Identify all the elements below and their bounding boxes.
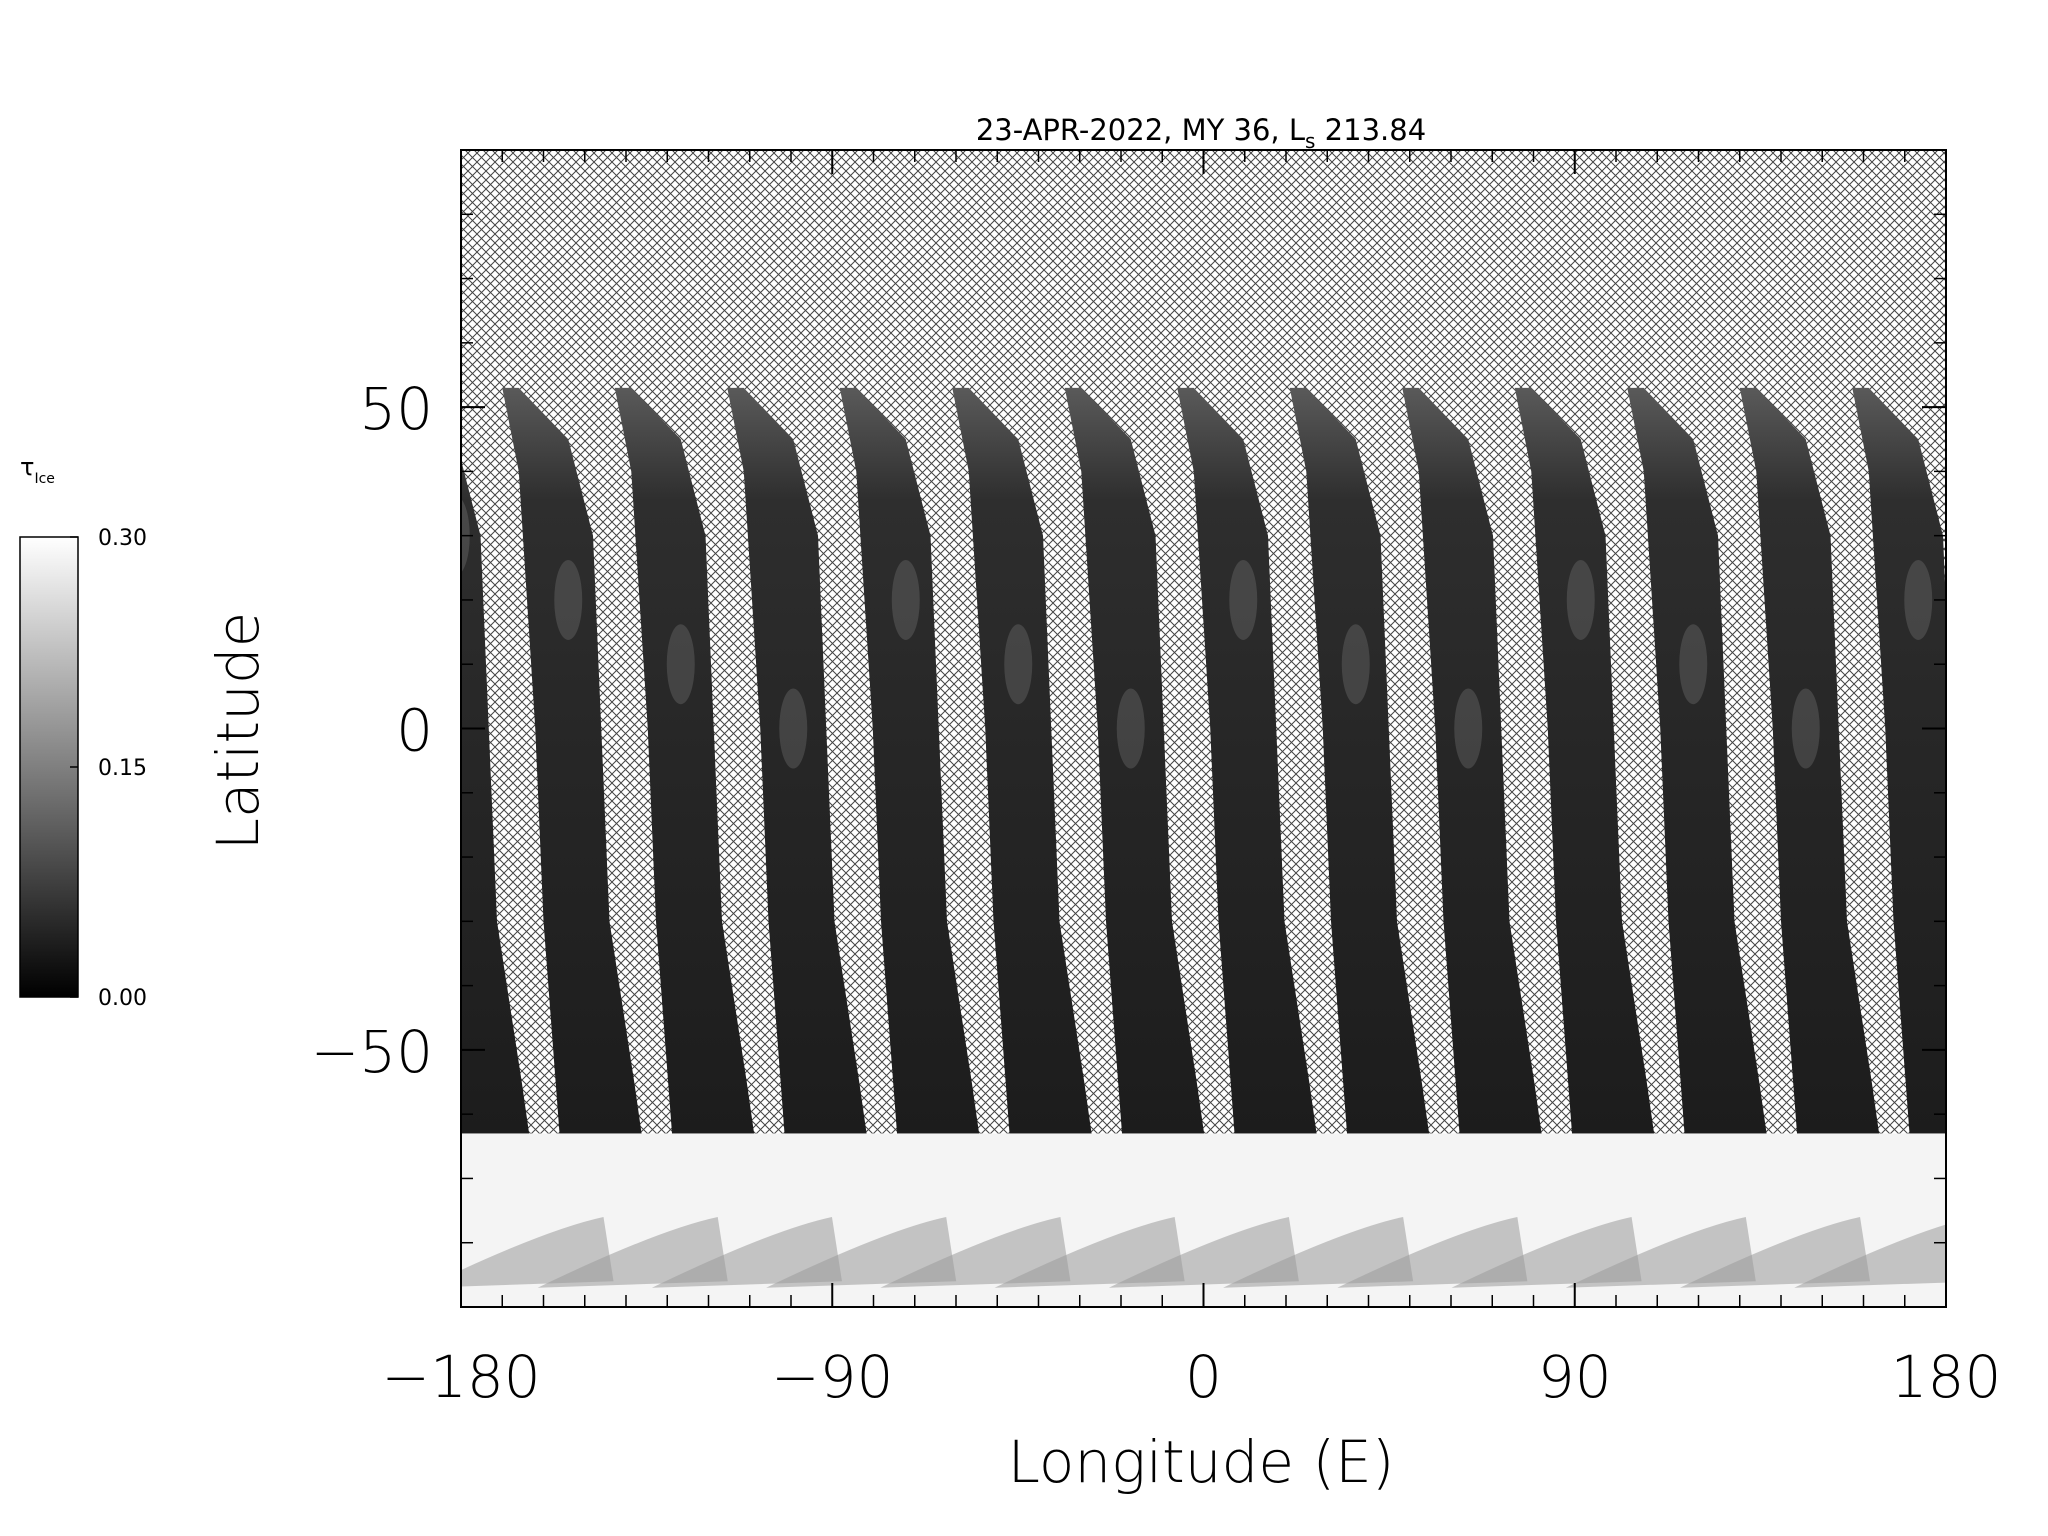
cloud — [666, 624, 695, 705]
x-axis-label: Longitude (E) — [1008, 1428, 1395, 1496]
swath — [1739, 387, 1880, 1140]
cloud — [1341, 624, 1370, 705]
cloud — [891, 559, 920, 640]
polar-streak — [651, 1217, 842, 1288]
cloud — [1116, 688, 1145, 769]
colorbar-label: τIce — [20, 453, 55, 487]
swath — [1627, 387, 1768, 1140]
swath — [1289, 387, 1430, 1140]
swath — [1514, 387, 1655, 1140]
swath — [461, 459, 530, 1140]
swath — [1852, 387, 1946, 1140]
polar-streak — [461, 1217, 614, 1287]
swath — [1402, 387, 1543, 1140]
colorbar — [19, 536, 79, 998]
cloud — [2017, 624, 2045, 704]
polar-streak — [1680, 1217, 1871, 1288]
cloud — [1229, 559, 1258, 640]
swath — [1177, 387, 1318, 1140]
colorbar-tick-label: 0.00 — [98, 986, 147, 1011]
x-tick-label: 0 — [1185, 1343, 1222, 1411]
x-tick-label: 180 — [1891, 1343, 2002, 1411]
y-tick-label: 50 — [359, 375, 433, 443]
polar-edge — [461, 1307, 1946, 1319]
cloud — [1679, 624, 1708, 705]
x-tick-label: −180 — [381, 1343, 540, 1411]
cloud — [1791, 688, 1820, 769]
cloud — [1566, 559, 1595, 640]
map-image — [461, 150, 2048, 1319]
swath — [614, 387, 755, 1140]
swath — [1064, 387, 1205, 1140]
cloud — [554, 559, 583, 640]
swath — [1965, 388, 2048, 1140]
polar-streak — [1223, 1217, 1414, 1288]
polar-streak — [994, 1217, 1185, 1288]
y-tick-label: −50 — [311, 1018, 433, 1086]
x-tick-label: −90 — [771, 1343, 893, 1411]
cloud — [779, 688, 808, 769]
y-axis-label: Latitude — [204, 612, 272, 851]
swath — [952, 387, 1093, 1140]
x-tick-label: 90 — [1538, 1343, 1612, 1411]
polar-streak — [880, 1217, 1071, 1288]
colorbar-tick-label: 0.15 — [98, 756, 147, 781]
polar-streak — [537, 1217, 728, 1288]
cloud — [1904, 559, 1933, 640]
chart-title: 23-APR-2022, MY 36, Ls 213.84 — [976, 113, 1426, 153]
y-tick-label: 0 — [396, 697, 433, 765]
polar-streak — [1794, 1224, 1946, 1288]
swath — [727, 387, 868, 1140]
polar-streak — [1565, 1217, 1756, 1288]
colorbar-tick-label: 0.30 — [98, 526, 147, 551]
polar-streak — [1108, 1217, 1299, 1288]
swath — [502, 387, 643, 1140]
polar-streak — [766, 1217, 957, 1288]
cloud — [1454, 688, 1483, 769]
polar-streak — [1451, 1217, 1642, 1288]
swath — [839, 387, 980, 1140]
cloud — [1004, 624, 1033, 705]
polar-streak — [1337, 1217, 1528, 1288]
